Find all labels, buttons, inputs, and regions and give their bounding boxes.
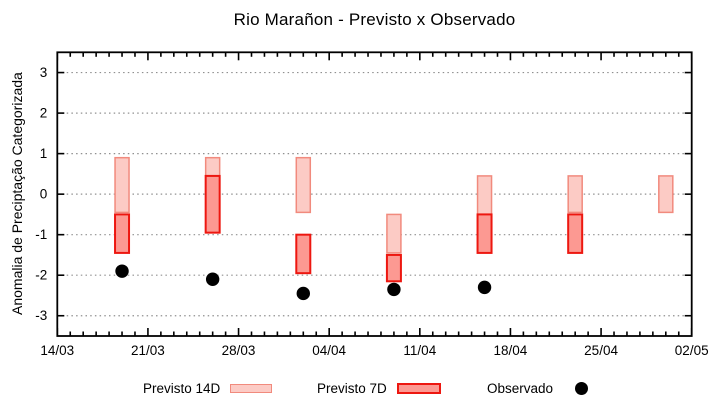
legend-label-previsto-7d: Previsto 7D: [317, 380, 387, 396]
y-tick-label: 2: [40, 106, 48, 121]
y-tick-label: -3: [35, 308, 47, 323]
prev7-range-bar: [476, 213, 493, 254]
y-tick-label: 3: [40, 65, 48, 80]
legend: Previsto 14D Previsto 7D Observado: [0, 376, 720, 400]
x-tick-label: 18/04: [494, 343, 528, 358]
observed-dot: [205, 272, 220, 286]
observed-dot: [477, 280, 492, 295]
chart-title: Rio Marañon - Previsto x Observado: [233, 10, 516, 29]
prev14-range-bar: [295, 156, 312, 214]
prev14-range-bar: [567, 175, 583, 214]
plot-border: [56, 51, 693, 337]
prev14-range-bar: [658, 175, 674, 214]
y-tick-label: -2: [35, 268, 47, 283]
legend-item-previsto-14d: Previsto 14D: [143, 376, 273, 400]
x-tick-label: 11/04: [403, 343, 436, 358]
legend-marker-observado-icon: [575, 381, 589, 395]
x-tick-label: 14/03: [40, 343, 74, 358]
prev7-range-bar: [385, 253, 402, 283]
prev7-range-bar: [295, 233, 312, 275]
observed-dot: [115, 264, 129, 278]
x-tick-label: 28/03: [222, 343, 256, 358]
legend-swatch-previsto-14d-icon: [230, 383, 273, 393]
legend-item-observado: Observado: [487, 376, 589, 400]
prev14-range-bar: [476, 175, 493, 216]
y-tick-label: 0: [40, 187, 48, 202]
observed-dot: [387, 282, 401, 297]
y-tick-label: 1: [40, 146, 48, 161]
prev7-range-bar: [204, 174, 221, 234]
prev14-range-bar: [204, 156, 221, 177]
prev14-range-bar: [386, 213, 402, 254]
legend-swatch-previsto-7d-icon: [396, 382, 441, 394]
prev7-range-bar: [114, 213, 131, 254]
observed-dot: [296, 286, 310, 301]
x-tick-label: 25/04: [584, 343, 618, 358]
legend-label-observado: Observado: [487, 380, 554, 396]
legend-label-previsto-14d: Previsto 14D: [143, 380, 221, 396]
y-tick-label: -1: [35, 227, 47, 242]
legend-item-previsto-7d: Previsto 7D: [317, 376, 441, 400]
prev7-range-bar: [567, 213, 584, 254]
prev14-range-bar: [114, 156, 130, 214]
x-tick-label: 04/04: [312, 343, 346, 358]
x-tick-label: 02/05: [675, 343, 709, 358]
x-tick-label: 21/03: [131, 343, 165, 358]
